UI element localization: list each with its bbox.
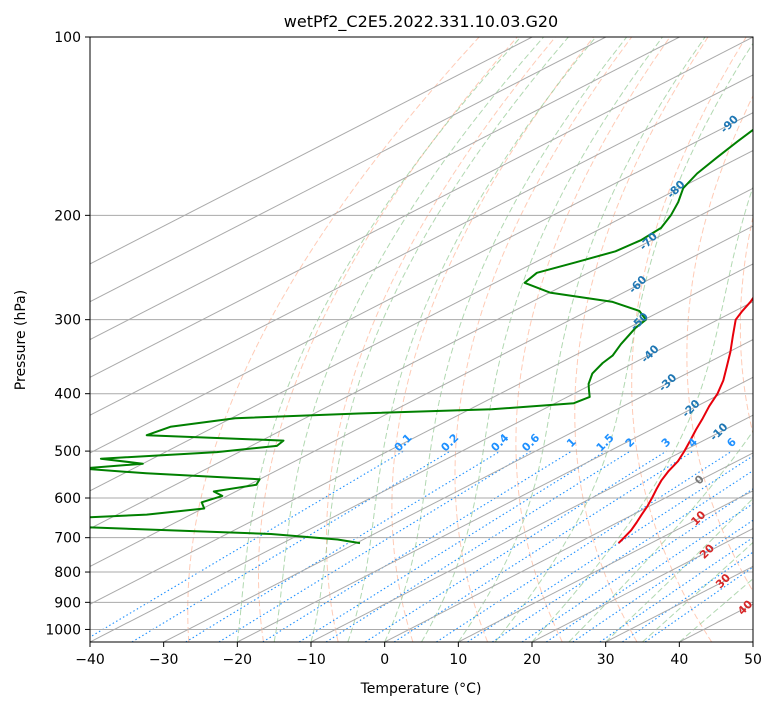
- dewpoint-line: [90, 128, 753, 545]
- moist-adiabat: [273, 37, 544, 642]
- isotherm-line: [90, 187, 753, 530]
- mixing-ratio-line: [298, 450, 606, 642]
- moist-adiabat: [457, 37, 706, 642]
- y-tick-label: 500: [54, 444, 81, 460]
- y-tick-label: 600: [54, 491, 81, 507]
- x-tick-label: 30: [597, 652, 615, 668]
- temperature-line: [617, 296, 753, 544]
- mixing-ratio-line: [364, 450, 667, 642]
- isotherm-line: [90, 37, 753, 378]
- x-axis: −40 −30 −20 −10 0 10 20 30 40 50: [75, 642, 762, 668]
- x-tick-label: −30: [149, 652, 179, 668]
- plot-background-lines: [90, 37, 753, 642]
- mixing-ratio-line: [644, 566, 753, 642]
- x-tick-label: 50: [744, 652, 762, 668]
- isotherm-line: [458, 490, 753, 642]
- x-tick-label: 10: [449, 652, 467, 668]
- dry-adiabat: [574, 37, 709, 642]
- moist-adiabat: [421, 37, 663, 642]
- isotherm-line: [90, 74, 753, 416]
- x-tick-label: −20: [223, 652, 253, 668]
- mixing-ratio-line: [393, 450, 694, 642]
- y-tick-label: 1000: [45, 622, 81, 638]
- dry-adiabat: [739, 214, 753, 436]
- mixing-ratio-line: [218, 450, 532, 642]
- moist-adiabat: [236, 37, 522, 642]
- isotherm-line: [90, 225, 753, 567]
- mixing-ratio-line: [185, 450, 501, 642]
- moist-adiabat: [347, 37, 597, 642]
- plot-frame: [89, 36, 754, 643]
- isotherm-line: [90, 37, 533, 265]
- isotherm-line: [237, 376, 753, 642]
- x-tick-label: −40: [75, 652, 105, 668]
- mixing-ratio-line: [545, 503, 753, 642]
- y-tick-label: 900: [54, 595, 81, 611]
- mixing-ratio-line: [622, 551, 753, 642]
- y-tick-label: 300: [54, 313, 81, 329]
- plot-series: [90, 128, 753, 545]
- isotherm-line: [90, 301, 753, 642]
- moist-adiabat: [310, 37, 569, 642]
- dry-adiabat: [454, 37, 633, 642]
- isotherm-line: [310, 414, 753, 642]
- mixing-ratio-line: [491, 470, 753, 642]
- isotherm-line: [90, 112, 753, 454]
- isotherm-line: [163, 338, 753, 642]
- x-tick-label: 40: [670, 652, 688, 668]
- x-tick-label: 0: [380, 652, 389, 668]
- isotherm-line: [90, 37, 607, 303]
- dry-adiabat: [326, 37, 556, 642]
- isotherm-line: [384, 452, 753, 642]
- y-axis: 100 200 300 400 500 600 700 800 900 1000: [45, 30, 90, 638]
- isotherm-line: [531, 528, 753, 642]
- isotherm-line: [90, 263, 753, 605]
- y-tick-label: 400: [54, 387, 81, 403]
- dry-adiabat: [515, 37, 671, 642]
- mixing-ratio-line: [325, 450, 631, 642]
- y-tick-label: 700: [54, 531, 81, 547]
- mixing-ratio-line: [90, 450, 404, 638]
- chart-title: wetPf2_C2E5.2022.331.10.03.G20: [284, 12, 558, 32]
- dry-adiabat: [187, 37, 480, 642]
- moist-adiabat: [384, 37, 628, 642]
- x-tick-label: 20: [523, 652, 541, 668]
- dry-adiabat: [258, 37, 518, 642]
- mixing-ratio-line: [521, 488, 753, 642]
- moist-adiabat: [678, 578, 753, 642]
- dry-adiabat: [686, 94, 753, 593]
- moist-adiabat: [531, 185, 753, 642]
- y-axis-label: Pressure (hPa): [13, 290, 29, 390]
- y-tick-label: 200: [54, 208, 81, 224]
- y-tick-label: 800: [54, 565, 81, 581]
- isotherm-line: [90, 149, 753, 492]
- y-tick-label: 100: [54, 30, 81, 46]
- x-axis-label: Temperature (°C): [360, 681, 482, 697]
- x-tick-label: −10: [296, 652, 326, 668]
